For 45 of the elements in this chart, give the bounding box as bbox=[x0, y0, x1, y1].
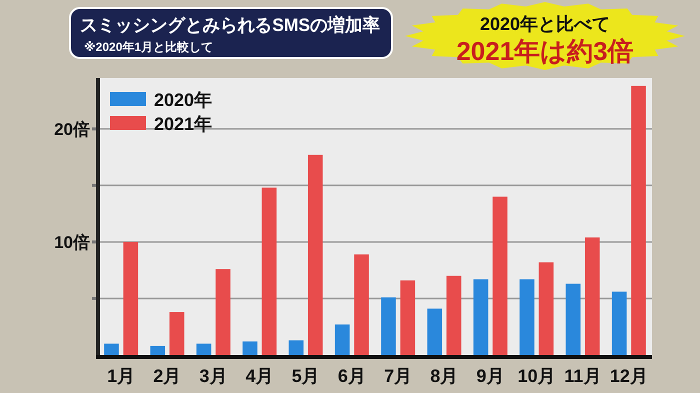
bar bbox=[216, 269, 230, 355]
x-tick-label: 4月 bbox=[246, 366, 274, 386]
bar bbox=[334, 324, 350, 355]
chart-title: スミッシングとみられるSMSの増加率 bbox=[80, 14, 390, 35]
bar bbox=[169, 312, 184, 355]
x-tick-label: 6月 bbox=[338, 366, 366, 386]
x-tick-label: 1月 bbox=[107, 366, 136, 386]
y-tick-label: 20倍 bbox=[54, 120, 90, 139]
chart-subtitle: ※2020年1月と比較して bbox=[84, 40, 214, 54]
bar bbox=[612, 292, 627, 355]
bar bbox=[566, 284, 581, 355]
x-tick-label: 3月 bbox=[199, 366, 228, 386]
bar bbox=[262, 188, 277, 355]
bar bbox=[584, 237, 600, 355]
title: スミッシングとみられるSMSの増加率 ※2020年1月と比較して bbox=[69, 7, 393, 59]
x-tick-label: 8月 bbox=[430, 366, 458, 386]
bar bbox=[242, 341, 258, 355]
bar bbox=[104, 344, 119, 355]
bar bbox=[123, 242, 138, 355]
bar bbox=[446, 276, 462, 355]
text: 2020年と比べて bbox=[480, 14, 610, 34]
x-tick-label: 2月 bbox=[153, 366, 182, 386]
bar bbox=[381, 297, 396, 355]
bar bbox=[520, 279, 534, 355]
bar bbox=[427, 308, 442, 355]
y-tick-label: 10倍 bbox=[54, 232, 90, 252]
bar bbox=[400, 280, 416, 355]
bar bbox=[631, 86, 646, 355]
text: 2021年は約3倍 bbox=[456, 36, 634, 66]
bar bbox=[288, 340, 304, 355]
legend-label: 2020年 bbox=[154, 90, 212, 110]
bar bbox=[150, 346, 166, 355]
bar bbox=[308, 154, 323, 355]
x-tick-label: 10月 bbox=[518, 366, 556, 386]
bar bbox=[473, 279, 488, 355]
bar bbox=[492, 196, 508, 355]
bar bbox=[538, 262, 554, 355]
x-tick-label: 12月 bbox=[610, 366, 648, 386]
legend-label: 2021年 bbox=[154, 114, 212, 134]
x-tick-label: 9月 bbox=[476, 366, 504, 386]
bar bbox=[196, 344, 212, 355]
bar bbox=[354, 254, 369, 355]
x-tick-label: 11月 bbox=[564, 366, 602, 386]
x-tick-label: 5月 bbox=[292, 366, 320, 386]
x-tick-label: 7月 bbox=[384, 366, 412, 386]
